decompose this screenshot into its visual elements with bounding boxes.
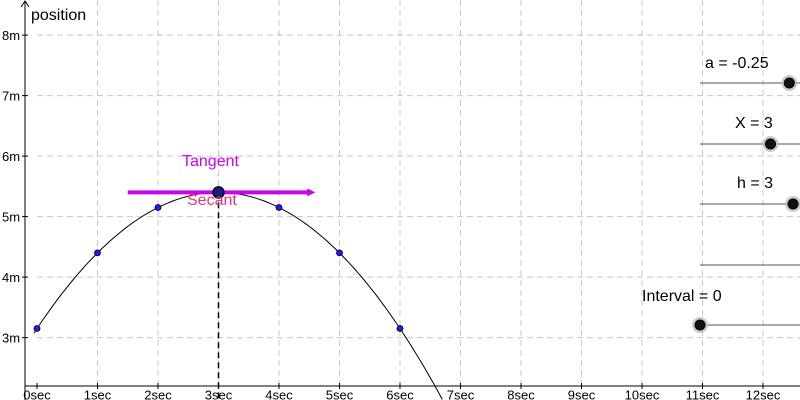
slider-knob-h[interactable] bbox=[787, 198, 799, 210]
data-point[interactable] bbox=[33, 325, 41, 332]
data-point[interactable] bbox=[396, 325, 404, 332]
chart-marks bbox=[33, 186, 404, 400]
y-tick-label: 3m bbox=[2, 331, 20, 346]
y-axis-title: position bbox=[31, 7, 86, 24]
data-point[interactable] bbox=[275, 204, 283, 211]
x-tick-label: 4sec bbox=[265, 388, 293, 400]
y-axis-arrow-icon bbox=[20, 0, 30, 8]
x-tick-label: 6sec bbox=[386, 388, 414, 400]
tangent-secant-labels: Tangent Secant bbox=[182, 153, 239, 209]
x-tick-label: 9sec bbox=[568, 388, 596, 400]
secant-label: Secant bbox=[187, 192, 237, 209]
parabola-curve bbox=[33, 191, 443, 400]
y-tick-label: 5m bbox=[2, 210, 20, 225]
tangent-arrow-icon bbox=[307, 188, 316, 197]
slider-label-h: h = 3 bbox=[737, 175, 773, 192]
x-tick-label: 11sec bbox=[686, 388, 720, 400]
slider-label-a: a = -0.25 bbox=[705, 55, 769, 72]
x-tick-label: 2sec bbox=[144, 388, 172, 400]
slider-label-interval: Interval = 0 bbox=[642, 288, 722, 305]
slider-knob-X[interactable] bbox=[765, 138, 776, 150]
y-tick-label: 8m bbox=[2, 28, 20, 43]
slider-knob-interval[interactable] bbox=[694, 319, 706, 331]
grid bbox=[37, 0, 800, 386]
x-tick-label: 12sec bbox=[746, 388, 781, 400]
sliders-panel: a = -0.25 X = 3 h = 3 Interval = 0 bbox=[642, 55, 800, 333]
slider-knob-a[interactable] bbox=[783, 77, 795, 89]
x-tick-label: 8sec bbox=[507, 388, 535, 400]
data-point[interactable] bbox=[154, 204, 162, 211]
x-tick-label: 5sec bbox=[326, 388, 354, 400]
parabola-curve-group bbox=[33, 191, 443, 400]
tangent-label: Tangent bbox=[182, 153, 239, 170]
data-point[interactable] bbox=[336, 249, 343, 257]
x-tick-label: 0sec bbox=[23, 388, 51, 400]
x-tick-label: 1sec bbox=[84, 388, 112, 400]
data-point[interactable] bbox=[94, 249, 101, 257]
x-tick-label: 7sec bbox=[447, 388, 475, 400]
tangent-point[interactable] bbox=[212, 186, 225, 199]
y-tick-label: 7m bbox=[2, 89, 20, 104]
x-tick-label: 10sec bbox=[625, 388, 660, 400]
y-tick-label: 4m bbox=[2, 270, 20, 285]
slider-label-X: X = 3 bbox=[735, 115, 773, 132]
y-tick-label: 6m bbox=[2, 149, 20, 164]
